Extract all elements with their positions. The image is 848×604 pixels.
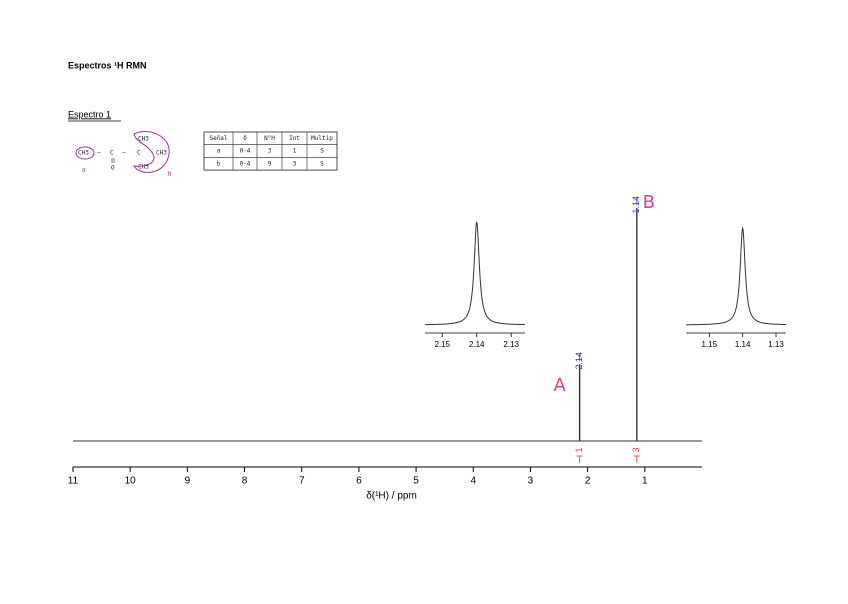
x-tick-label: 3 — [528, 476, 534, 487]
circle — [133, 131, 170, 173]
table-cell: 3 — [268, 148, 272, 155]
inset-peak — [425, 221, 525, 326]
page-title: Espectros ¹H RMN — [68, 60, 147, 70]
table: Señal δ N°H Int Multip a 0-4 3 1 Sb 0-4 9 3 S — [203, 131, 338, 171]
x-axis-label: δ(¹H) / ppm — [366, 491, 417, 502]
label: b — [168, 172, 172, 178]
table-cell: b — [217, 160, 221, 167]
table-header: Señal — [209, 135, 227, 142]
group: C — [137, 150, 141, 157]
table-header: N°H — [264, 135, 275, 142]
x-tick-label: 1 — [642, 476, 648, 487]
table-cell: 0-4 — [240, 160, 251, 167]
table-border — [203, 131, 338, 171]
table-cell: a — [217, 148, 221, 155]
table-cell: 9 — [268, 160, 272, 167]
inset-tick-label: 2.14 — [469, 340, 485, 349]
group: CH3 — [138, 164, 149, 171]
molecule: CH3 – C – C CH3 CH3 CH3 O a b — [75, 131, 172, 178]
x-tick-label: 10 — [125, 476, 137, 487]
group: CH3 — [78, 150, 89, 157]
table-cell: S — [320, 160, 324, 167]
table-header: δ — [243, 135, 247, 142]
x-tick-label: 2 — [585, 476, 591, 487]
table-header: Int — [289, 135, 300, 142]
circle — [75, 146, 95, 160]
inset-peak — [686, 226, 786, 326]
peak-label: 2.14 — [574, 352, 584, 370]
section-title: Espectro 1 — [68, 109, 111, 119]
group: C — [110, 150, 114, 157]
spectrum: 11 10 9 8 7 6 5 4 3 2 1 δ(¹H) / ppm 2.14 1 A 1.14 3 B 2.15… — [68, 192, 786, 502]
x-tick-label: 11 — [68, 476, 79, 487]
group: CH3 — [138, 136, 149, 143]
x-tick-label: 5 — [413, 476, 419, 487]
x-tick-label: 9 — [185, 476, 191, 487]
inset-tick-label: 1.14 — [735, 340, 751, 349]
integral-label: 1 — [574, 447, 584, 452]
integral-label: 3 — [631, 447, 641, 452]
table-header: Multip — [311, 135, 333, 142]
x-tick-label: 8 — [242, 476, 248, 487]
table-cell: 0-4 — [240, 148, 251, 155]
inset-tick-label: 1.15 — [702, 340, 718, 349]
table-cell: S — [320, 148, 324, 155]
bond: – — [97, 150, 101, 157]
table-cell: 3 — [293, 160, 297, 167]
label: a — [82, 168, 86, 174]
table-cell: 1 — [293, 148, 297, 155]
group: CH3 — [156, 150, 167, 157]
group: O — [111, 165, 115, 172]
inset-tick-label: 1.13 — [768, 340, 784, 349]
annotation: A — [553, 375, 566, 396]
x-tick-label: 4 — [470, 476, 476, 487]
inset-tick-label: 2.15 — [434, 340, 450, 349]
bond: – — [122, 150, 126, 157]
inset-tick-label: 2.13 — [503, 340, 519, 349]
x-tick-label: 7 — [299, 476, 305, 487]
annotation: B — [643, 192, 655, 213]
peak-label: 1.14 — [631, 196, 641, 214]
x-tick-label: 6 — [356, 476, 362, 487]
